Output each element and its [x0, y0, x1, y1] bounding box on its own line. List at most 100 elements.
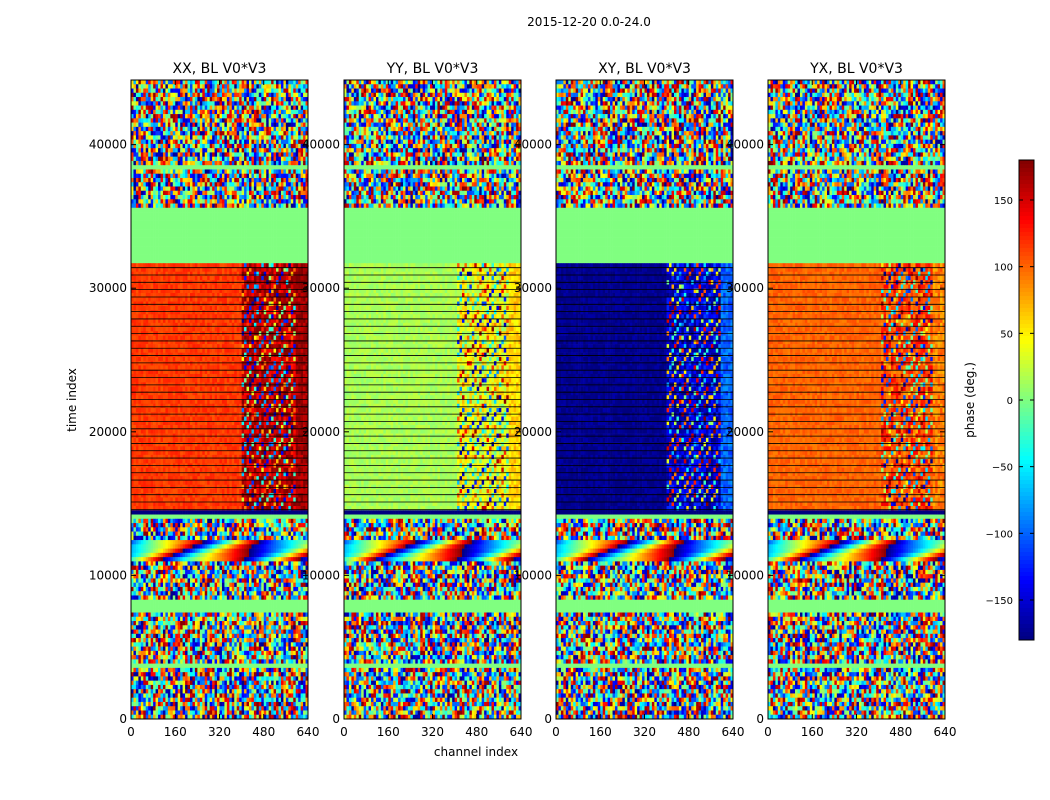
heatmap-cell [170, 348, 173, 353]
heatmap-cell [210, 361, 213, 366]
heatmap-cell [197, 123, 200, 128]
heatmap-cell [256, 208, 259, 213]
heatmap-cell [158, 140, 161, 145]
heatmap-cell [156, 314, 159, 319]
heatmap-cell [207, 267, 210, 272]
heatmap-cell [229, 106, 232, 111]
heatmap-cell [244, 131, 247, 136]
heatmap-cell [251, 169, 254, 174]
heatmap-cell [234, 263, 237, 268]
heatmap-cell [170, 140, 173, 145]
heatmap-cell [202, 365, 205, 370]
heatmap-cell [274, 208, 277, 213]
heatmap-cell [291, 161, 294, 166]
heatmap-cell [202, 225, 205, 230]
heatmap-cell [143, 84, 146, 89]
heatmap-cell [141, 323, 144, 328]
heatmap-cell [279, 199, 282, 204]
heatmap-cell [163, 263, 166, 268]
heatmap-cell [165, 110, 168, 115]
heatmap-cell [185, 106, 188, 111]
heatmap-cell [185, 161, 188, 166]
heatmap-cell [217, 365, 220, 370]
heatmap-cell [163, 246, 166, 251]
heatmap-cell [259, 336, 262, 341]
heatmap-cell [244, 204, 247, 209]
heatmap-cell [276, 221, 279, 226]
heatmap-cell [156, 174, 159, 179]
heatmap-cell [153, 178, 156, 183]
heatmap-cell [249, 140, 252, 145]
heatmap-cell [148, 263, 151, 268]
heatmap-cell [197, 348, 200, 353]
heatmap-cell [247, 323, 250, 328]
heatmap-cell [183, 365, 186, 370]
heatmap-cell [202, 174, 205, 179]
heatmap-cell [256, 310, 259, 315]
heatmap-cell [298, 255, 301, 260]
heatmap-cell [141, 336, 144, 341]
heatmap-cell [261, 263, 264, 268]
heatmap-cell [237, 140, 240, 145]
heatmap-cell [143, 89, 146, 94]
heatmap-cell [279, 165, 282, 170]
heatmap-cell [249, 131, 252, 136]
heatmap-cell [279, 229, 282, 234]
heatmap-cell [163, 302, 166, 307]
heatmap-cell [200, 357, 203, 362]
heatmap-cell [146, 178, 149, 183]
heatmap-cell [279, 297, 282, 302]
heatmap-cell [283, 144, 286, 149]
heatmap-cell [288, 118, 291, 123]
heatmap-cell [293, 182, 296, 187]
heatmap-cell [303, 255, 306, 260]
heatmap-cell [143, 323, 146, 328]
heatmap-cell [266, 135, 269, 140]
heatmap-cell [183, 152, 186, 157]
heatmap-cell [227, 144, 230, 149]
heatmap-cell [271, 191, 274, 196]
heatmap-cell [276, 259, 279, 264]
heatmap-cell [165, 272, 168, 277]
heatmap-cell [161, 216, 164, 221]
heatmap-cell [163, 297, 166, 302]
heatmap-cell [197, 259, 200, 264]
heatmap-cell [224, 212, 227, 217]
heatmap-cell [237, 365, 240, 370]
heatmap-cell [138, 259, 141, 264]
heatmap-cell [151, 336, 154, 341]
heatmap-cell [197, 161, 200, 166]
heatmap-cell [293, 229, 296, 234]
heatmap-cell [180, 144, 183, 149]
heatmap-cell [291, 250, 294, 255]
heatmap-cell [259, 284, 262, 289]
heatmap-cell [136, 204, 139, 209]
heatmap-cell [141, 357, 144, 362]
heatmap-cell [161, 199, 164, 204]
heatmap-cell [279, 127, 282, 132]
heatmap-cell [239, 216, 242, 221]
heatmap-cell [168, 178, 171, 183]
heatmap-cell [161, 306, 164, 311]
heatmap-cell [133, 238, 136, 243]
heatmap-cell [227, 148, 230, 153]
heatmap-cell [283, 182, 286, 187]
heatmap-cell [247, 118, 250, 123]
heatmap-cell [205, 144, 208, 149]
heatmap-cell [261, 233, 264, 238]
heatmap-cell [188, 199, 191, 204]
heatmap-cell [220, 242, 223, 247]
heatmap-cell [281, 314, 284, 319]
heatmap-cell [224, 302, 227, 307]
heatmap-cell [303, 263, 306, 268]
heatmap-cell [279, 259, 282, 264]
heatmap-cell [173, 152, 176, 157]
heatmap-cell [210, 110, 213, 115]
heatmap-cell [247, 246, 250, 251]
heatmap-cell [251, 255, 254, 260]
heatmap-cell [185, 284, 188, 289]
heatmap-cell [165, 152, 168, 157]
heatmap-cell [264, 110, 267, 115]
heatmap-cell [249, 263, 252, 268]
heatmap-cell [232, 178, 235, 183]
